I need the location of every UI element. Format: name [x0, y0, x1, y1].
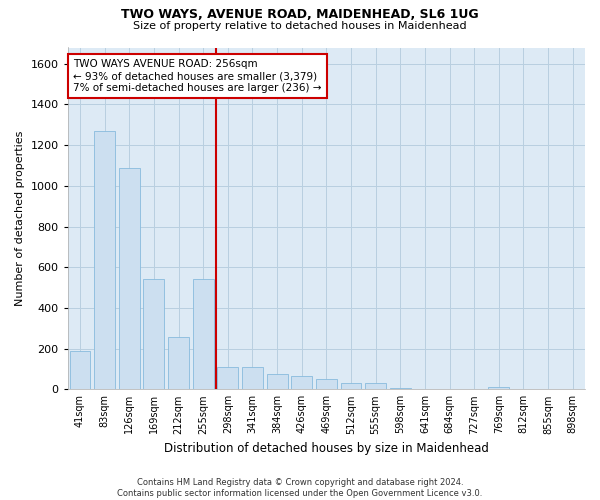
X-axis label: Distribution of detached houses by size in Maidenhead: Distribution of detached houses by size …: [164, 442, 489, 455]
Bar: [266, 374, 287, 390]
Bar: [365, 383, 386, 390]
Bar: [217, 367, 238, 390]
Text: Contains HM Land Registry data © Crown copyright and database right 2024.
Contai: Contains HM Land Registry data © Crown c…: [118, 478, 482, 498]
Bar: [119, 168, 140, 390]
Bar: [316, 379, 337, 390]
Bar: [390, 388, 411, 390]
Bar: [193, 280, 214, 390]
Bar: [70, 350, 91, 390]
Text: Size of property relative to detached houses in Maidenhead: Size of property relative to detached ho…: [133, 21, 467, 31]
Bar: [291, 376, 312, 390]
Bar: [143, 280, 164, 390]
Bar: [242, 367, 263, 390]
Text: TWO WAYS AVENUE ROAD: 256sqm
← 93% of detached houses are smaller (3,379)
7% of : TWO WAYS AVENUE ROAD: 256sqm ← 93% of de…: [73, 60, 322, 92]
Bar: [94, 131, 115, 390]
Bar: [341, 383, 361, 390]
Y-axis label: Number of detached properties: Number of detached properties: [15, 130, 25, 306]
Bar: [168, 338, 189, 390]
Text: TWO WAYS, AVENUE ROAD, MAIDENHEAD, SL6 1UG: TWO WAYS, AVENUE ROAD, MAIDENHEAD, SL6 1…: [121, 8, 479, 20]
Bar: [488, 388, 509, 390]
